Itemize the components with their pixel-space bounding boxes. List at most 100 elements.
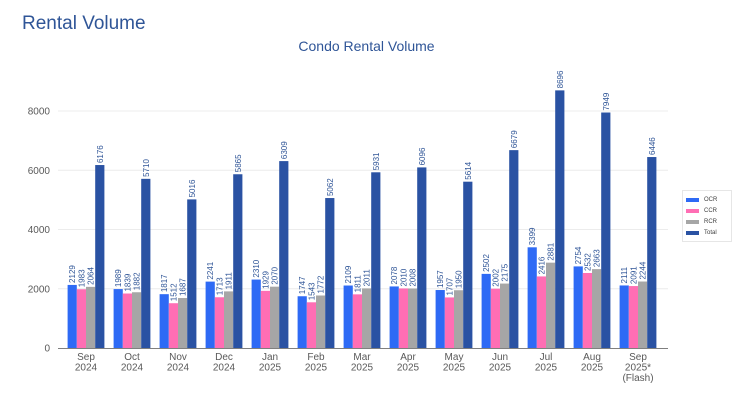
legend: OCR CCR RCR Total [682,190,732,242]
data-label: 1839 [123,273,132,291]
data-label: 1957 [436,270,445,288]
data-label: 1989 [114,269,123,287]
bar-total [601,112,611,349]
bar-ocr [389,286,399,348]
bar-ocr [435,290,445,348]
data-label: 1950 [455,270,464,288]
data-label: 2532 [583,253,592,271]
legend-item-ocr: OCR [686,194,728,205]
data-label: 6446 [648,137,657,155]
data-label: 1772 [317,275,326,293]
data-label: 2011 [363,269,372,287]
x-tick-label: 2025 [489,363,512,374]
bar-rcr [454,290,464,348]
y-tick-label: 6000 [28,166,51,177]
data-label: 1543 [307,282,316,300]
data-labels: 2129 1983 2064 6176 1989 1839 1882 5710 18171512… [68,70,657,301]
page-title: Rental Volume [22,13,146,34]
data-label: 2070 [271,266,280,284]
x-tick-label: 2025 [535,363,558,374]
x-tick-label: May [445,352,464,363]
x-tick-label: Sep [629,352,647,363]
x-tick-label: 2024 [167,363,190,374]
y-tick-label: 0 [44,344,50,355]
bar-ocr [481,273,491,348]
bar-ocr [527,247,537,348]
x-tick-label: 2025 [305,363,328,374]
bar-ccr [536,276,546,348]
data-label: 2881 [547,242,556,260]
data-label: 2002 [491,268,500,286]
data-label: 2175 [501,263,510,281]
x-tick-label: 2025 [259,363,282,374]
bar-ccr [122,293,132,348]
data-label: 1747 [298,276,307,294]
bar-rcr [178,298,188,348]
data-label: 2129 [68,265,77,283]
x-tick-label: Apr [400,352,416,363]
x-tick-label: 2025* [625,363,651,374]
bar-ccr [490,288,500,348]
data-label: 1882 [133,272,142,290]
data-label: 1929 [261,271,270,289]
x-tick-label: Jul [540,352,553,363]
bar-ocr [297,296,307,348]
x-tick-label: (Flash) [622,373,653,384]
data-label: 2502 [482,254,491,272]
data-label: 1911 [225,272,234,290]
x-tick-label: Dec [215,352,233,363]
x-tick-label: Nov [169,352,187,363]
data-label: 5016 [188,179,197,197]
bar-ocr [573,266,583,348]
bar-total [463,181,473,348]
bar-total [371,172,381,348]
bar-total [509,150,519,348]
bar-ccr [628,286,638,348]
bar-ccr [582,272,592,348]
x-tick-label: 2024 [213,363,236,374]
bar-ccr [444,297,454,348]
data-label: 2310 [252,259,261,277]
data-label: 5865 [234,154,243,172]
data-label: 1512 [169,283,178,301]
y-tick-label: 2000 [28,284,51,295]
data-label: 2241 [206,261,215,279]
data-label: 1687 [179,278,188,296]
data-label: 1713 [215,277,224,295]
legend-swatch [686,208,699,213]
legend-item-ccr: CCR [686,205,728,216]
bar-rcr [408,288,418,348]
data-label: 1817 [160,274,169,292]
data-label: 2064 [87,267,96,285]
bar-total [325,198,335,348]
bar-rcr [500,283,510,348]
x-tick-label: 2025 [443,363,466,374]
data-label: 2244 [639,261,648,279]
bar-rcr [638,281,648,348]
y-axis-ticks: 0 2000 4000 6000 8000 [28,107,51,355]
bar-ccr [398,288,408,348]
data-label: 8696 [556,70,565,88]
chart-title: Condo Rental Volume [0,38,733,54]
data-label: 1811 [353,275,362,293]
legend-label: OCR [704,196,718,203]
bar-ocr [113,289,123,348]
legend-swatch [686,219,699,224]
data-label: 2078 [390,266,399,284]
x-tick-label: Jun [492,352,508,363]
data-label: 5710 [142,158,151,176]
bar-rcr [362,288,372,348]
y-tick-label: 4000 [28,225,51,236]
x-tick-label: 2025 [351,363,374,374]
data-label: 2008 [409,268,418,286]
legend-label: RCR [704,218,717,225]
bars [67,90,657,349]
x-tick-label: Mar [353,352,371,363]
x-tick-label: 2025 [581,363,604,374]
data-label: 5614 [464,161,473,179]
bar-ocr [67,284,77,348]
bar-ocr [343,285,353,348]
data-label: 2754 [574,246,583,264]
x-tick-label: Oct [124,352,140,363]
legend-swatch [686,230,699,235]
